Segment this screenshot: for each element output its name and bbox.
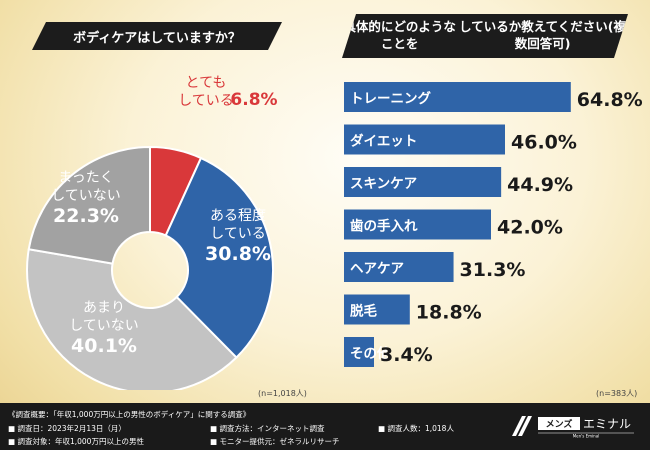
bar-value-label: 44.9% [507,174,573,196]
right-title-line2: しているか教えてください(複数回答可) [459,19,626,51]
brand-logo: メンズ エミナル Men's Eminal [512,416,634,439]
bar-chart: トレーニング 64.8% ダイエット 46.0% スキンケア 44.9% 歯の手入れ 42.0… [344,82,643,367]
pie-slice [26,248,238,390]
bar [344,167,502,197]
pie-slice-label-line1: あまり [83,300,125,316]
footer-monitor: ■ モニター提供元：ゼネラルリサーチ [210,437,340,446]
bar [344,209,491,240]
bar-category-label: ダイエット [350,133,417,150]
pie-slice-label-line2: していない [51,188,121,204]
bar-category-label: 脱毛 [350,303,377,320]
right-chart-title: 具体的にどのようなことを しているか教えてください(複数回答可) [342,14,628,58]
footer-target: ■ 調査対象：年収1,000万円以上の男性 [8,437,144,446]
bar-category-label: 歯の手入れ [350,218,418,235]
footer-title: 《調査概要：「年収1,000万円以上の男性のボディケア」に関する調査》 [8,410,251,419]
pie-slice-label-line1: まったく [58,170,113,186]
bar [344,294,410,325]
pie-slice-label-line1: ある程度 [210,208,266,224]
bar-category-label: その他 [350,345,391,362]
footer-count: ■ 調査人数：1,018人 [378,424,454,433]
pie-slice-label-line2: している [178,93,234,109]
svg-text:Men's Eminal: Men's Eminal [573,434,600,439]
pie-sample-size: (n=1,018人) [258,389,307,398]
pie-slice-label-line2: している [210,226,266,242]
pie-slice [27,145,151,265]
bar [344,337,374,367]
bar-value-label: 31.3% [460,259,526,281]
bar-sample-size: (n=383人) [596,389,638,398]
pie-slice-value: 40.1% [71,335,137,357]
bar-category-label: スキンケア [350,176,417,192]
bar-value-label: 3.4% [380,344,433,366]
bar-category-label: トレーニング [350,90,431,107]
svg-text:メンズ: メンズ [546,418,573,430]
footer-method: ■ 調査方法：インターネット調査 [210,424,325,433]
svg-text:エミナル: エミナル [583,417,631,431]
bar-value-label: 18.8% [416,302,482,324]
pie-slice-value: 22.3% [53,205,119,227]
bar-value-label: 46.0% [511,132,577,154]
pie-slice-value: 30.8% [205,243,271,265]
pie-slice-label-line1: とても [186,75,227,91]
left-chart-title: ボディケアはしていますか？ [32,22,282,50]
bar [344,252,454,282]
bar [344,124,505,155]
footer-date: ■ 調査日：2023年2月13日（月） [8,424,126,433]
bar-category-label: ヘアケア [350,261,404,277]
bar-value-label: 64.8% [577,89,643,111]
pie-chart: とてもしている6.8%ある程度している30.8%あまりしていない40.1%まった… [26,75,278,390]
bar-value-label: 42.0% [497,217,563,239]
right-title-line1: 具体的にどのようなことを [343,19,456,51]
pie-slice [164,156,274,359]
pie-slice-value: 6.8% [230,90,277,110]
pie-slice-label-line2: していない [69,318,139,334]
bar [344,82,571,112]
